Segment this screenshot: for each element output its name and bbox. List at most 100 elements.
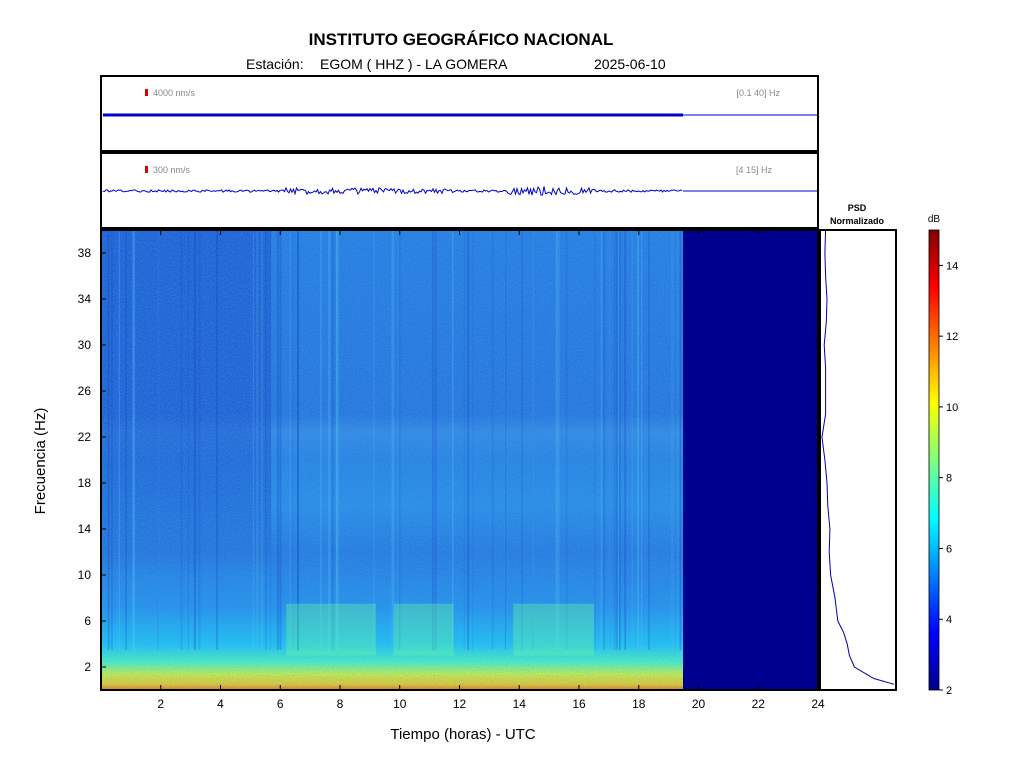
spectrogram-stripe: [504, 230, 507, 650]
psd-panel: PSD Normalizado: [819, 203, 897, 691]
trace-1-scale: 4000 nm/s: [153, 88, 196, 98]
spectrogram-stripe: [320, 230, 322, 650]
spectrogram-stripe: [602, 230, 605, 650]
y-tick-label: 34: [78, 292, 92, 306]
spectrogram-stripe: [532, 230, 534, 650]
colorbar-tick-label: 10: [946, 402, 958, 414]
spectrogram-stripe: [677, 230, 679, 650]
trace-2-scale: 300 nm/s: [153, 165, 191, 175]
spectrogram-stripe: [198, 230, 201, 650]
station-name: EGOM ( HHZ ) - LA GOMERA: [320, 56, 508, 72]
spectrogram-stripe: [397, 230, 400, 650]
spectrogram-stripe: [180, 230, 183, 650]
spectrogram-stripe: [111, 230, 113, 650]
spectrogram-stripe: [265, 230, 267, 650]
spectrogram-stripe: [193, 230, 196, 650]
colorbar-ticks: 2 4 6 8 10 12 14: [939, 260, 958, 697]
spectrogram-stripe: [297, 230, 299, 650]
scale-bar-2: [145, 166, 148, 173]
x-tick-label: 18: [632, 697, 646, 711]
y-tick-label: 22: [78, 430, 92, 444]
y-axis-label: Frecuencia (Hz): [32, 408, 49, 515]
spectrogram-stripe: [297, 230, 299, 650]
spectrogram-stripe: [641, 230, 643, 650]
spectrogram-stripe: [391, 230, 393, 650]
spectrogram-stripe: [618, 230, 620, 650]
spectrogram-stripe: [491, 230, 494, 650]
spectrogram-stripe: [594, 230, 596, 650]
colorbar-tick-label: 2: [946, 685, 952, 697]
x-tick-label: 14: [513, 697, 527, 711]
spectrogram-burst: [513, 603, 594, 656]
spectrogram-stripe: [157, 230, 159, 650]
psd-curve: [821, 229, 895, 685]
x-tick-label: 12: [453, 697, 467, 711]
spectrogram-stripe: [600, 230, 603, 650]
spectrogram-stripe: [463, 230, 465, 650]
y-tick-label: 2: [84, 660, 91, 674]
trace-1-band: [0.1 40] Hz: [736, 88, 780, 98]
colorbar: dB 2 4 6 8 10 12 14: [928, 214, 958, 697]
trace-2-band: [4 15] Hz: [736, 165, 773, 175]
spectrogram-stripe: [393, 230, 395, 650]
x-tick-label: 6: [277, 697, 284, 711]
x-tick-label: 8: [337, 697, 344, 711]
spectrogram-stripe: [648, 230, 650, 650]
trace-panel-broadband: 4000 nm/s [0.1 40] Hz: [100, 75, 819, 152]
spectrogram-stripe: [261, 230, 262, 650]
spectrogram-stripe: [637, 230, 639, 650]
spectrogram-stripe: [335, 230, 338, 650]
spectrogram-bursts: [286, 603, 594, 656]
x-tick-label: 4: [217, 697, 224, 711]
spectrogram-stripe: [434, 230, 437, 650]
spectrogram-stripe: [671, 230, 674, 650]
spectrogram-stripe: [338, 230, 340, 650]
x-tick-label: 22: [752, 697, 766, 711]
x-tick-label: 16: [572, 697, 586, 711]
spectrogram-stripes: [107, 230, 682, 650]
spectrogram-stripe: [252, 230, 254, 650]
spectrogram-stripe: [631, 230, 633, 650]
station-label: Estación:: [246, 56, 304, 72]
spectrogram-stripe: [467, 230, 469, 650]
x-tick-label: 24: [811, 697, 825, 711]
spectrogram-stripe: [609, 230, 611, 650]
colorbar-gradient: [928, 229, 940, 691]
spectrogram-stripe: [270, 230, 272, 650]
spectrogram-stripe: [555, 230, 558, 650]
colorbar-tick-label: 12: [946, 331, 958, 343]
y-tick-label: 26: [78, 384, 92, 398]
spectrogram-stripe: [453, 230, 454, 650]
spectrogram-stripe: [636, 230, 639, 650]
spectrogram-stripe: [521, 230, 523, 650]
y-tick-label: 14: [78, 522, 92, 536]
spectrogram-stripe: [373, 230, 375, 650]
spectrogram-stripe: [157, 230, 160, 650]
colorbar-tick-label: 8: [946, 473, 952, 485]
colorbar-tick-label: 14: [946, 260, 958, 272]
psd-title-line-1: PSD: [848, 203, 867, 213]
spectrogram-stripe: [619, 230, 621, 650]
spectrogram-stripe: [331, 230, 334, 650]
y-tick-label: 30: [78, 338, 92, 352]
spectrogram-stripe: [618, 230, 621, 650]
spectrogram-stripe: [262, 230, 263, 650]
report-date: 2025-06-10: [594, 56, 666, 72]
spectrogram-stripe: [107, 230, 110, 650]
spectrogram-burst: [393, 603, 454, 656]
trace-2-signal: [102, 186, 683, 196]
spectrogram-stripe: [134, 230, 135, 650]
scale-bar-1: [145, 89, 148, 96]
x-tick-label: 2: [157, 697, 164, 711]
spectrogram-stripe: [398, 230, 401, 650]
spectrogram-stripe: [279, 230, 282, 650]
colorbar-title: dB: [928, 214, 941, 225]
spectrogram-stripe: [532, 230, 534, 650]
spectrogram-no-data: [683, 230, 818, 690]
spectrogram-stripe: [292, 230, 294, 650]
spectrogram-stripe: [613, 230, 615, 650]
spectrogram-burst: [286, 603, 376, 656]
